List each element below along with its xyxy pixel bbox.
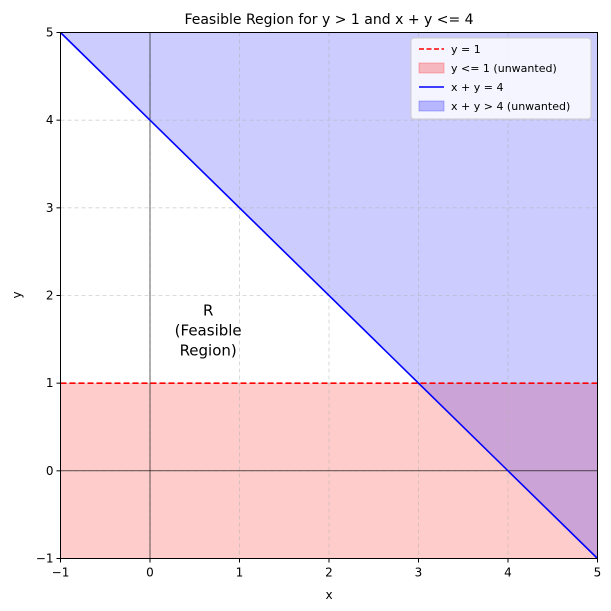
- legend: y = 1 y <= 1 (unwanted) x + y = 4 x + y > 4…: [410, 37, 592, 120]
- legend-item-1: y <= 1 (unwanted): [418, 62, 557, 75]
- legend-label-2: x + y = 4: [451, 81, 503, 94]
- x-tick-label-2: 1: [236, 566, 244, 580]
- legend-label-0: y = 1: [451, 43, 481, 56]
- legend-item-3: x + y > 4 (unwanted): [418, 100, 570, 113]
- x-tick-label-3: 2: [325, 566, 333, 580]
- annotation-line-2: Region): [180, 342, 237, 360]
- y-tick-label-0: −1: [36, 552, 54, 566]
- chart-title: Feasible Region for y > 1 and x + y <= 4: [184, 12, 473, 28]
- x-tick-label-1: 0: [146, 566, 154, 580]
- y-axis-ticks: −1 0 1 2 3 4 5: [36, 26, 61, 566]
- y-tick-label-6: 5: [46, 26, 54, 40]
- x-axis-label: x: [325, 588, 332, 602]
- annotation-line-1: (Feasible: [175, 322, 242, 340]
- x-tick-label-5: 4: [504, 566, 512, 580]
- x-tick-label-6: 5: [594, 566, 602, 580]
- y-tick-label-3: 2: [46, 289, 54, 303]
- annotations: R (Feasible Region): [175, 302, 242, 360]
- legend-box: [410, 37, 592, 120]
- series-line-2: [59, 31, 599, 560]
- legend-label-1: y <= 1 (unwanted): [451, 62, 557, 75]
- x-axis-ticks: −1 0 1 2 3 4 5: [52, 558, 602, 580]
- legend-item-2: x + y = 4: [419, 81, 503, 94]
- series-lines: [59, 31, 599, 560]
- legend-swatch-1: [418, 62, 445, 74]
- y-tick-label-4: 3: [46, 201, 54, 215]
- y-tick-label-2: 1: [46, 376, 54, 390]
- legend-swatch-3: [418, 100, 445, 112]
- y-tick-label-1: 0: [46, 464, 54, 478]
- x-tick-label-4: 3: [415, 566, 423, 580]
- legend-label-3: x + y > 4 (unwanted): [451, 100, 570, 113]
- annotation-0: R (Feasible Region): [175, 302, 242, 360]
- x-tick-label-0: −1: [52, 566, 70, 580]
- legend-item-0: y = 1: [419, 43, 481, 56]
- annotation-line-0: R: [203, 302, 213, 320]
- y-axis-label: y: [10, 291, 24, 298]
- y-tick-label-5: 4: [46, 113, 54, 127]
